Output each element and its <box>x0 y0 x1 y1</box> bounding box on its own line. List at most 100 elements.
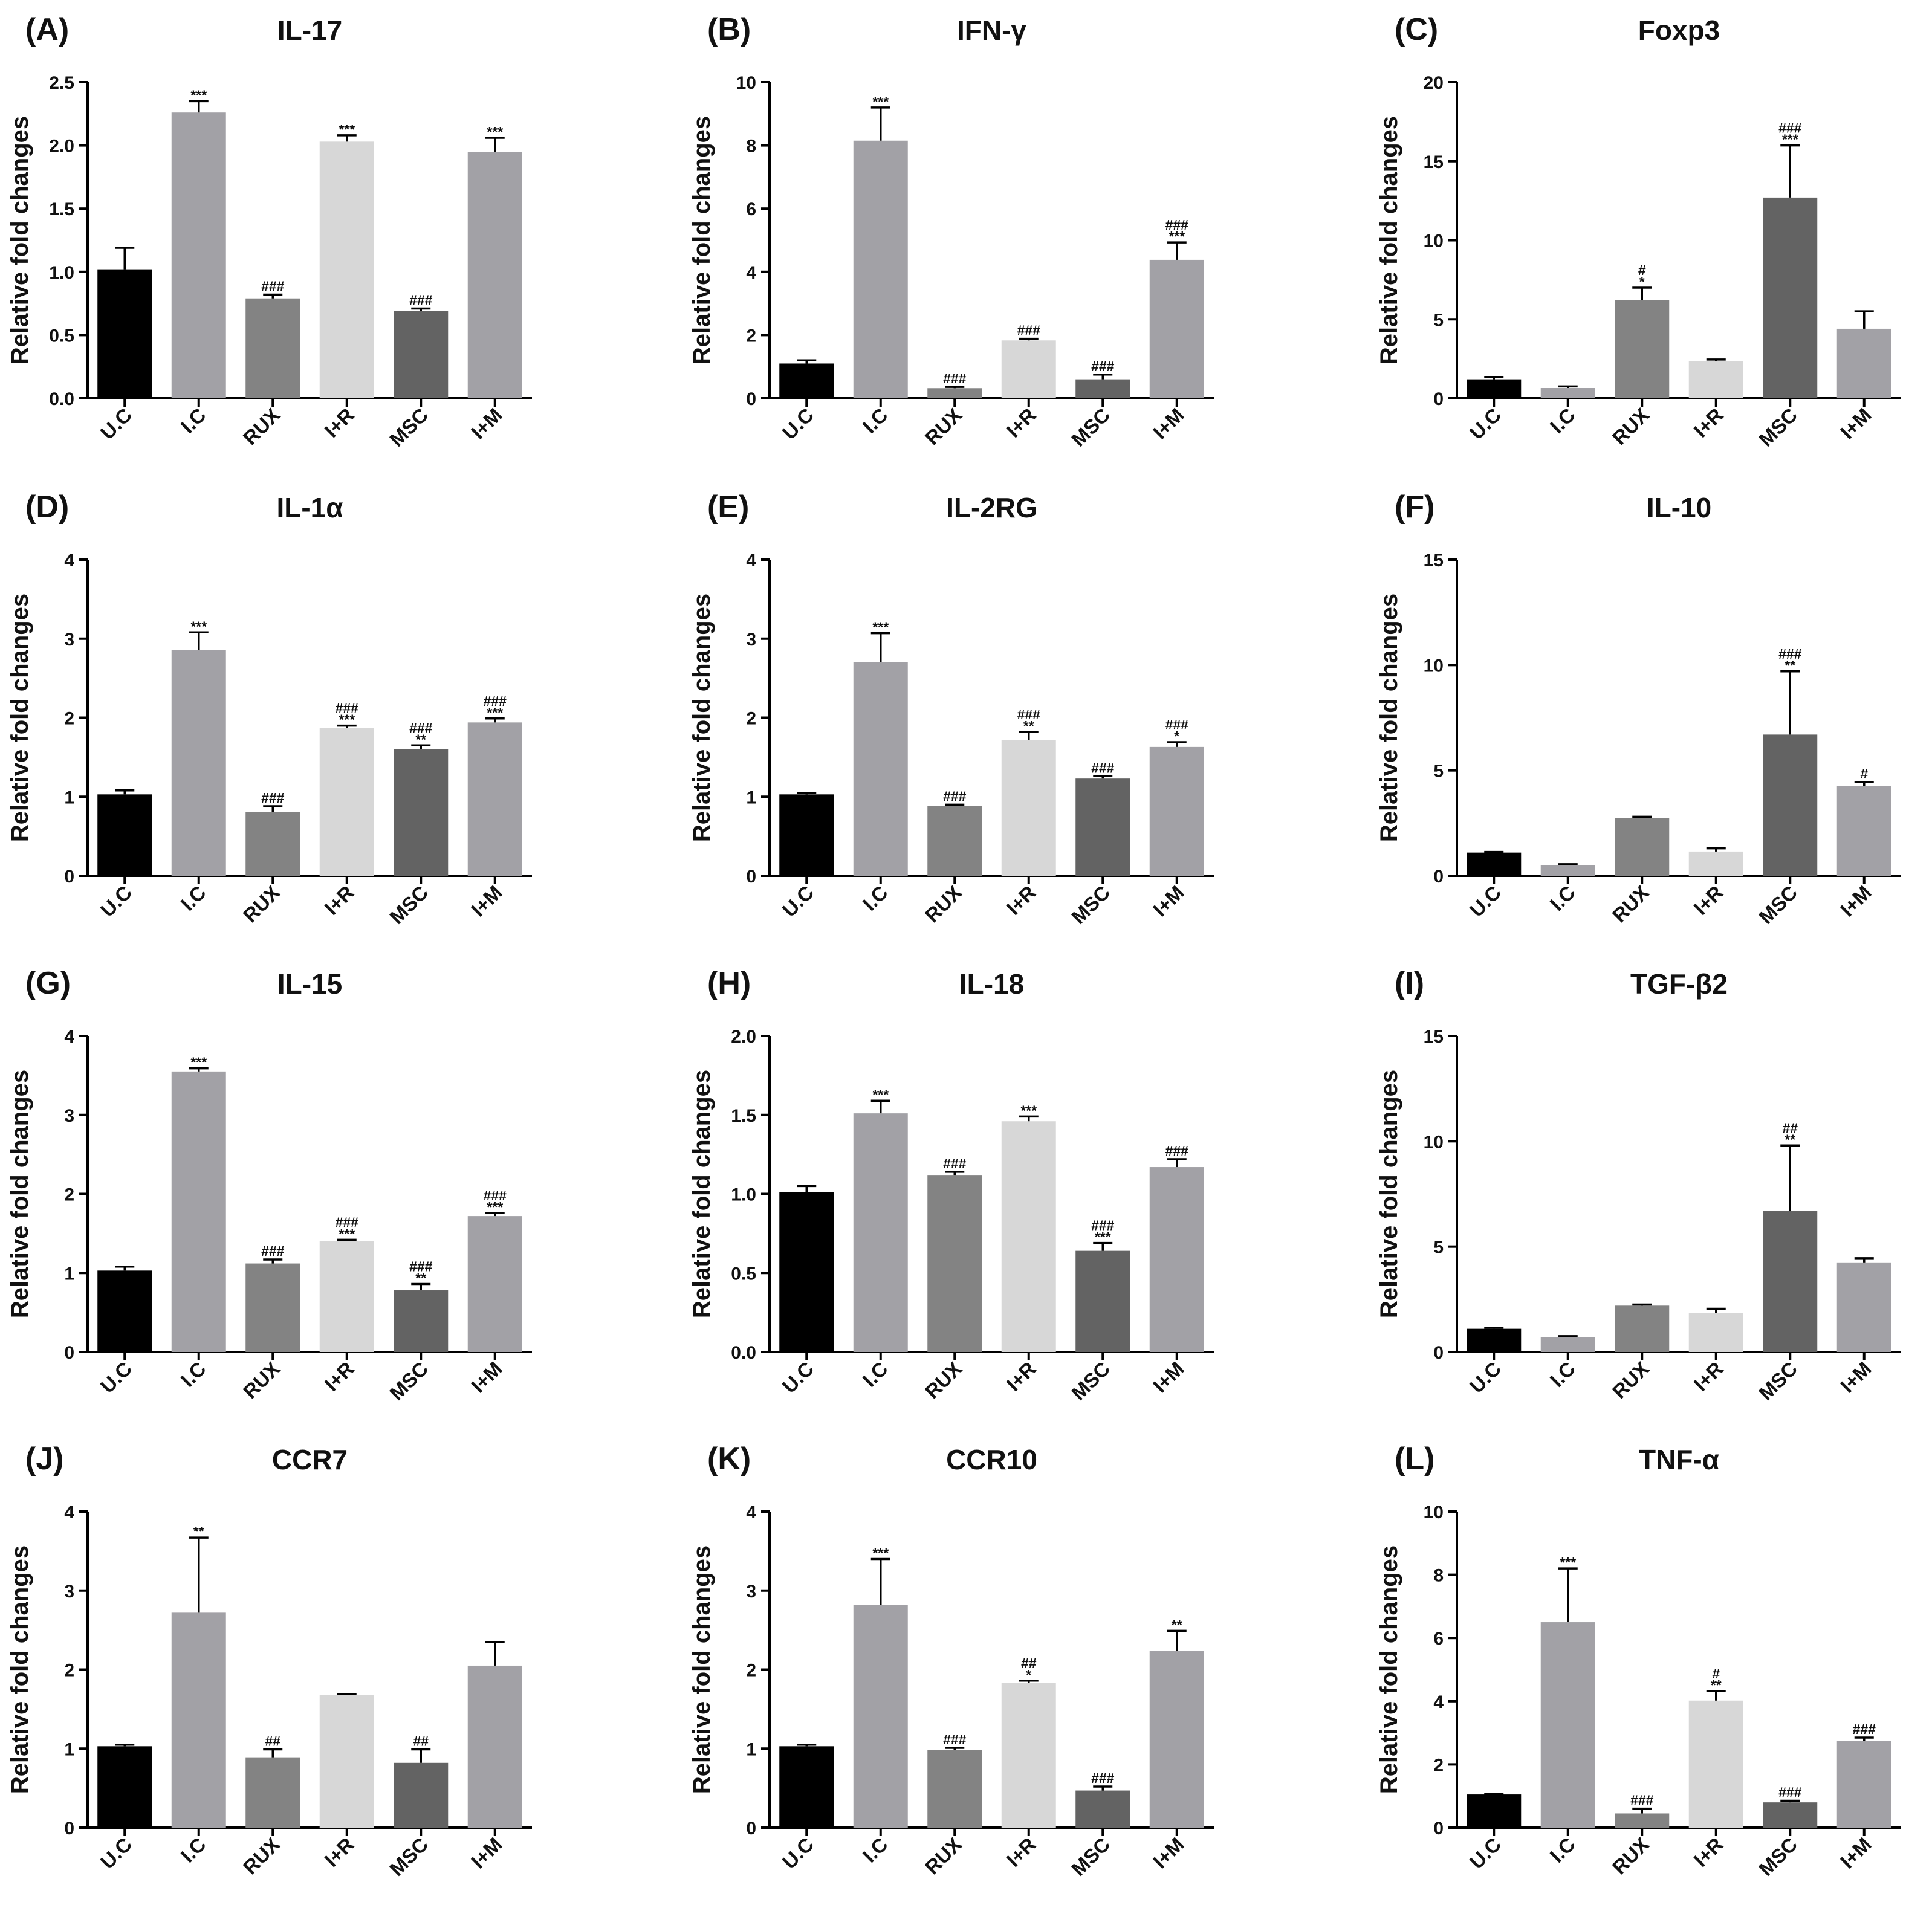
y-axis-label: Relative fold changes <box>1376 1545 1402 1794</box>
bar-uc <box>779 363 834 398</box>
y-tick-label: 10 <box>1424 1502 1444 1522</box>
bar-msc <box>1763 1802 1818 1828</box>
y-tick-label: 15 <box>1424 152 1444 172</box>
x-tick-label: I+R <box>320 1357 358 1396</box>
x-tick-label: MSC <box>1754 404 1801 451</box>
significance-hash: ### <box>484 1188 507 1203</box>
x-tick-label: U.C <box>96 1357 136 1397</box>
bar-ic <box>1540 865 1595 876</box>
bar-rux <box>927 1175 982 1352</box>
significance-star: * <box>1026 1667 1031 1683</box>
panel-letter: (J) <box>25 1441 64 1476</box>
bar-ir <box>1001 740 1056 876</box>
bar-msc <box>394 1762 449 1828</box>
bar-ir <box>1001 1121 1056 1352</box>
x-tick-label: I+R <box>1690 1833 1728 1871</box>
y-axis-label: Relative fold changes <box>1376 1070 1402 1318</box>
x-tick-label: U.C <box>96 881 136 921</box>
y-axis-label: Relative fold changes <box>689 116 715 364</box>
x-tick-label: U.C <box>778 404 818 444</box>
y-tick-label: 5 <box>1433 762 1444 781</box>
y-tick-label: 10 <box>736 73 756 93</box>
x-tick-label: I.C <box>858 404 892 438</box>
bar-ic <box>853 1113 908 1352</box>
x-tick-label: I+R <box>1690 1357 1728 1396</box>
y-tick-label: 3 <box>64 630 74 650</box>
bar-rux <box>927 388 982 398</box>
chart-panel-3: (C) Foxp3 Relative fold changes 0 5 10 15 20 U.C… <box>1369 0 1932 476</box>
chart-panel-4: (D) IL-1α Relative fold changes 0 1 2 3 4 U.C I.C… <box>0 477 644 953</box>
x-tick-label: I+M <box>467 881 507 921</box>
x-tick-label: U.C <box>1465 1833 1505 1873</box>
bar-uc <box>1467 852 1522 876</box>
significance-hash: ### <box>336 1214 359 1230</box>
chart-panel-9: (I) TGF-β2 Relative fold changes 0 5 10 15 U.C I… <box>1369 954 1932 1429</box>
x-tick-label: U.C <box>1465 404 1505 444</box>
x-tick-label: RUX <box>239 404 284 449</box>
y-tick-label: 0.0 <box>49 389 74 409</box>
x-tick-label: MSC <box>1067 1833 1114 1880</box>
chart-svg: (F) IL-10 Relative fold changes 0 5 10 15 U.C I.… <box>1376 490 1901 928</box>
y-tick-label: 8 <box>746 137 756 157</box>
chart-svg: (J) CCR7 Relative fold changes 0 1 2 3 4 U.C I.C *… <box>7 1441 532 1880</box>
bar-ic <box>1540 1622 1595 1828</box>
y-tick-label: 0 <box>1433 1343 1444 1363</box>
x-tick-label: MSC <box>385 404 432 451</box>
x-tick-label: I.C <box>177 404 210 438</box>
significance-hash: ### <box>1091 1218 1115 1234</box>
x-tick-label: RUX <box>1608 881 1653 927</box>
bar-ir <box>319 1241 374 1352</box>
y-tick-label: 20 <box>1424 73 1444 93</box>
y-tick-label: 0 <box>64 1343 74 1363</box>
bar-ic <box>171 1612 226 1828</box>
significance-hash: ### <box>484 693 507 709</box>
significance-hash: ### <box>1165 1143 1189 1159</box>
y-axis-label: Relative fold changes <box>1376 593 1402 842</box>
x-tick-label: MSC <box>385 1357 432 1405</box>
x-tick-label: MSC <box>1067 881 1114 928</box>
chart-title: IL-10 <box>1647 492 1711 523</box>
significance-hash: ### <box>409 1259 433 1275</box>
x-tick-label: I+M <box>1149 1357 1188 1397</box>
x-tick-label: MSC <box>1067 404 1114 451</box>
significance-hash: ### <box>1091 1770 1115 1786</box>
significance-hash: ### <box>261 278 285 294</box>
y-tick-label: 1 <box>64 1739 74 1759</box>
significance-hash: ### <box>1017 323 1041 338</box>
x-tick-label: I+R <box>1690 404 1728 442</box>
x-tick-label: MSC <box>1067 1357 1114 1405</box>
bar-msc <box>1075 778 1130 876</box>
chart-title: IL-18 <box>959 968 1024 1000</box>
y-tick-label: 10 <box>1424 1132 1444 1152</box>
chart-svg: (G) IL-15 Relative fold changes 0 1 2 3 4 U.C I.C… <box>7 966 532 1405</box>
panel-letter: (E) <box>707 490 749 525</box>
bar-im <box>1836 786 1891 876</box>
x-tick-label: MSC <box>1754 1833 1801 1880</box>
y-tick-label: 0 <box>1433 389 1444 409</box>
x-tick-label: RUX <box>1608 1833 1653 1878</box>
significance-hash: # <box>1860 766 1868 781</box>
x-tick-label: I+M <box>467 404 507 444</box>
bar-ic <box>171 1071 226 1352</box>
bar-uc <box>779 1192 834 1352</box>
x-tick-label: I+R <box>320 1833 358 1871</box>
significance-hash: ## <box>413 1733 429 1749</box>
chart-svg: (K) CCR10 Relative fold changes 0 1 2 3 4 U.C I.C… <box>689 1441 1214 1880</box>
significance-hash: ## <box>1021 1655 1037 1671</box>
bar-msc <box>1075 1250 1130 1352</box>
y-tick-label: 1 <box>746 788 756 807</box>
bar-ir <box>319 1695 374 1828</box>
x-tick-label: MSC <box>1754 1357 1801 1405</box>
y-tick-label: 0 <box>746 1819 756 1839</box>
y-tick-label: 4 <box>746 1502 756 1522</box>
significance-hash: ### <box>409 292 433 308</box>
x-tick-label: I+M <box>1149 881 1188 921</box>
y-tick-label: 2 <box>1433 1755 1444 1775</box>
bar-msc <box>394 311 449 398</box>
chart-svg: (I) TGF-β2 Relative fold changes 0 5 10 15 U.C I… <box>1376 966 1901 1405</box>
significance-hash: ### <box>409 720 433 736</box>
significance-hash: ### <box>943 1732 967 1747</box>
significance-star: *** <box>487 705 503 720</box>
x-tick-label: I+R <box>1002 1833 1040 1871</box>
panel-letter: (B) <box>707 12 751 47</box>
